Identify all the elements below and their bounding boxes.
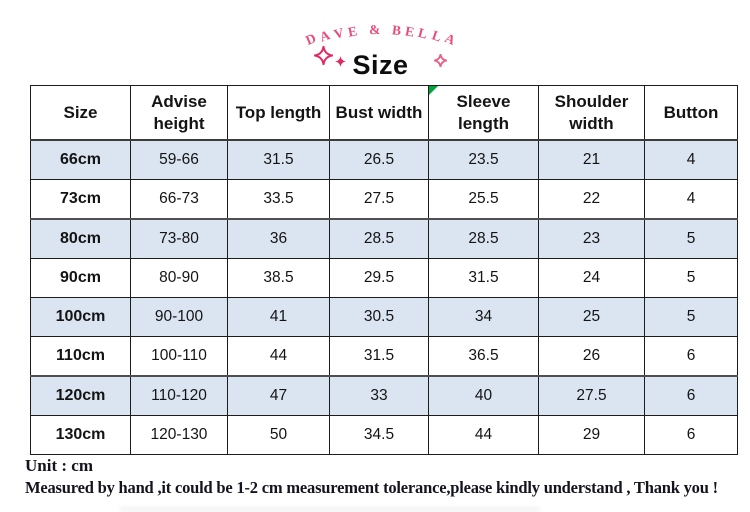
table-cell: 41 <box>227 297 330 337</box>
table-header: Size Advise height Top length Bust width Sle… <box>30 85 738 141</box>
table-cell: 22 <box>538 179 645 220</box>
table-cell: 26.5 <box>329 139 429 180</box>
table-cell: 27.5 <box>329 179 429 220</box>
table-cell: 21 <box>538 139 645 180</box>
column-header-sleeve-length: Sleeve length <box>428 85 539 141</box>
table-row: 90cm 80-90 38.5 29.5 31.5 24 5 <box>30 258 738 298</box>
table-cell: 30.5 <box>329 297 429 337</box>
bottom-smudge <box>120 507 540 512</box>
table-cell: 31.5 <box>329 336 429 377</box>
table-row: 73cm 66-73 33.5 27.5 25.5 22 4 <box>30 179 738 220</box>
table-cell: 34.5 <box>329 415 429 455</box>
table-cell: 25 <box>538 297 645 337</box>
row-size-label: 120cm <box>30 375 131 416</box>
row-size-label: 110cm <box>30 336 131 377</box>
page-footer: Unit : cm Measured by hand ,it could be … <box>25 455 745 499</box>
table-cell: 23 <box>538 218 645 259</box>
table-cell: 28.5 <box>329 218 429 259</box>
column-header-advise-height: Advise height <box>130 85 228 141</box>
table-cell: 4 <box>644 139 738 180</box>
table-cell: 23.5 <box>428 139 539 180</box>
column-header-button: Button <box>644 85 738 141</box>
table-row: 130cm 120-130 50 34.5 44 29 6 <box>30 415 738 455</box>
table-cell: 36 <box>227 218 330 259</box>
brand-letter: & <box>368 21 381 38</box>
table-cell: 24 <box>538 258 645 298</box>
table-cell: 25.5 <box>428 179 539 220</box>
size-chart-table: Size Advise height Top length Bust width Sle… <box>30 85 738 455</box>
page-title: Size <box>352 50 409 80</box>
column-header-label: Top length <box>235 102 322 122</box>
table-cell: 80-90 <box>130 258 228 298</box>
table-row: 110cm 100-110 44 31.5 36.5 26 6 <box>30 336 738 377</box>
row-size-label: 130cm <box>30 415 131 455</box>
cell-comment-marker-icon <box>429 86 438 95</box>
table-cell: 6 <box>644 375 738 416</box>
table-cell: 73-80 <box>130 218 228 259</box>
table-cell: 66-73 <box>130 179 228 220</box>
column-header-label: Bust width <box>335 102 423 122</box>
table-cell: 29.5 <box>329 258 429 298</box>
table-cell: 36.5 <box>428 336 539 377</box>
column-header-label: Sleeve length <box>456 92 511 133</box>
table-cell: 6 <box>644 415 738 455</box>
table-cell: 50 <box>227 415 330 455</box>
table-cell: 90-100 <box>130 297 228 337</box>
table-row: 100cm 90-100 41 30.5 34 25 5 <box>30 297 738 337</box>
table-cell: 5 <box>644 258 738 298</box>
table-header-row: Size Advise height Top length Bust width Sle… <box>30 85 738 141</box>
table-cell: 44 <box>428 415 539 455</box>
table-cell: 40 <box>428 375 539 416</box>
table-row: 120cm 110-120 47 33 40 27.5 6 <box>30 375 738 416</box>
unit-note: Unit : cm <box>25 456 93 475</box>
row-size-label: 80cm <box>30 218 131 259</box>
column-header-size: Size <box>30 85 131 141</box>
table-body: 66cm 59-66 31.5 26.5 23.5 21 4 73cm 66-73 33.5 27.… <box>30 139 738 455</box>
table-cell: 33.5 <box>227 179 330 220</box>
row-size-label: 73cm <box>30 179 131 220</box>
table-cell: 29 <box>538 415 645 455</box>
column-header-label: Size <box>63 102 98 122</box>
table-cell: 34 <box>428 297 539 337</box>
table-cell: 33 <box>329 375 429 416</box>
table-cell: 6 <box>644 336 738 377</box>
table-cell: 28.5 <box>428 218 539 259</box>
table-cell: 5 <box>644 297 738 337</box>
column-header-label: Advise height <box>151 92 207 133</box>
table-cell: 59-66 <box>130 139 228 180</box>
table-cell: 38.5 <box>227 258 330 298</box>
table-row: 80cm 73-80 36 28.5 28.5 23 5 <box>30 218 738 259</box>
column-header-shoulder-width: Shoulder width <box>538 85 645 141</box>
row-size-label: 66cm <box>30 139 131 180</box>
tolerance-note: Measured by hand ,it could be 1-2 cm mea… <box>25 478 718 498</box>
table-row: 66cm 59-66 31.5 26.5 23.5 21 4 <box>30 139 738 180</box>
sparkle-filled-icon <box>335 56 346 67</box>
table-cell: 120-130 <box>130 415 228 455</box>
table-cell: 26 <box>538 336 645 377</box>
table-cell: 31.5 <box>227 139 330 180</box>
column-header-top-length: Top length <box>227 85 330 141</box>
table-cell: 4 <box>644 179 738 220</box>
sparkle-outline-icon <box>314 46 333 65</box>
column-header-bust-width: Bust width <box>329 85 429 141</box>
table-cell: 47 <box>227 375 330 416</box>
table-cell: 5 <box>644 218 738 259</box>
table-cell: 27.5 <box>538 375 645 416</box>
row-size-label: 100cm <box>30 297 131 337</box>
column-header-label: Shoulder width <box>554 92 629 133</box>
table-cell: 110-120 <box>130 375 228 416</box>
table-cell: 100-110 <box>130 336 228 377</box>
table-cell: 44 <box>227 336 330 377</box>
row-size-label: 90cm <box>30 258 131 298</box>
sparkle-right-icon <box>434 54 447 67</box>
column-header-label: Button <box>663 102 719 122</box>
table-cell: 31.5 <box>428 258 539 298</box>
